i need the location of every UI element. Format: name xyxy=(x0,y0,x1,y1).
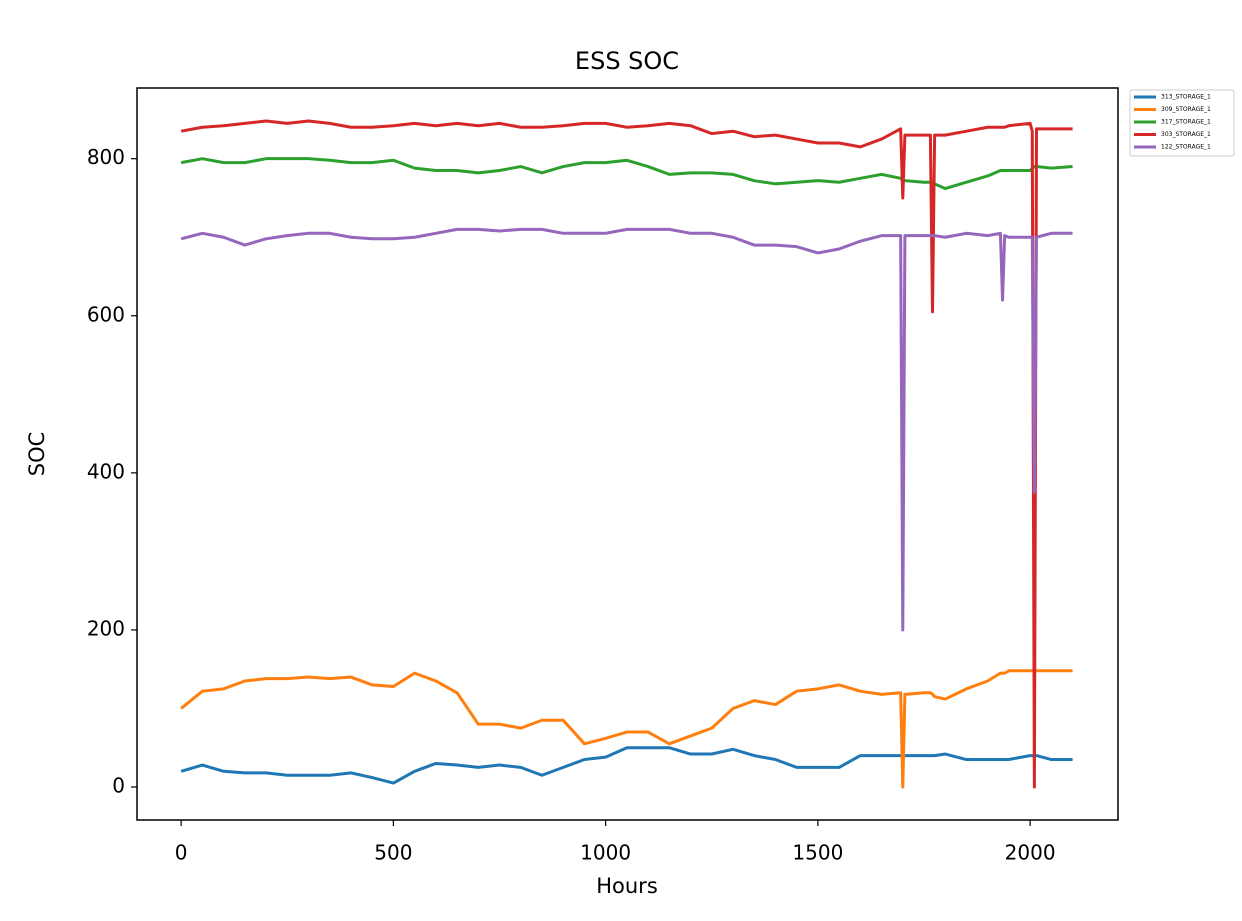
x-tick-label: 1500 xyxy=(792,841,843,865)
y-tick-label: 200 xyxy=(87,616,125,640)
legend-label: 313_STORAGE_1 xyxy=(1161,94,1211,101)
chart-title: ESS SOC xyxy=(575,47,679,75)
series-line xyxy=(180,157,1073,191)
plot-area xyxy=(180,119,1073,789)
series-line xyxy=(180,746,1073,785)
legend-box xyxy=(1129,89,1235,157)
y-tick-label: 0 xyxy=(112,774,125,798)
axes-frame xyxy=(136,87,1119,821)
legend-label: 317_STORAGE_1 xyxy=(1161,119,1211,126)
y-axis-label: SOC xyxy=(25,432,49,477)
y-tick-label: 600 xyxy=(87,302,125,326)
x-axis-label: Hours xyxy=(596,874,658,898)
x-tick-label: 500 xyxy=(374,841,412,865)
y-tick-label: 800 xyxy=(87,145,125,169)
series-line xyxy=(180,669,1073,789)
series-line xyxy=(180,119,1073,789)
x-tick-label: 0 xyxy=(175,841,188,865)
legend-label: 122_STORAGE_1 xyxy=(1161,144,1211,151)
x-tick-label: 1000 xyxy=(580,841,631,865)
y-tick-label: 400 xyxy=(87,459,125,483)
legend-label: 303_STORAGE_1 xyxy=(1161,131,1211,138)
legend-label: 309_STORAGE_1 xyxy=(1161,106,1211,113)
x-tick-label: 2000 xyxy=(1005,841,1056,865)
series-line xyxy=(180,227,1073,632)
